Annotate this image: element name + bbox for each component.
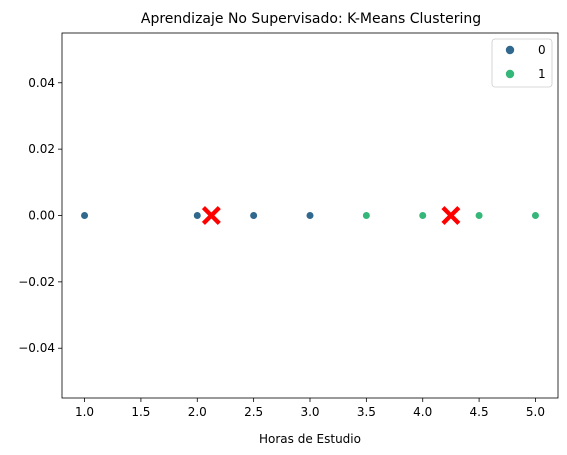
x-tick-label: 3.0 [300, 405, 319, 419]
data-point-cluster-1 [531, 211, 540, 220]
x-axis-label: Horas de Estudio [259, 432, 361, 446]
y-tick-label: −0.04 [18, 341, 55, 355]
x-axis-ticks: 1.0 1.5 2.0 2.5 3.0 3.5 4.0 4.5 5.0 [75, 398, 545, 419]
data-point-cluster-0 [249, 211, 258, 220]
chart-title: Aprendizaje No Supervisado: K-Means Clus… [141, 11, 481, 27]
data-points [80, 211, 540, 220]
data-point-cluster-0 [305, 211, 315, 220]
legend-label-0: 0 [538, 43, 546, 57]
legend: 0 1 [491, 38, 553, 88]
y-tick-label: 0.02 [28, 142, 55, 156]
data-point-cluster-1 [362, 211, 371, 220]
legend-marker-0 [505, 45, 515, 55]
x-tick-label: 2.5 [244, 405, 263, 419]
x-tick-label: 4.0 [413, 405, 432, 419]
data-point-cluster-0 [193, 211, 202, 220]
legend-marker-1 [505, 69, 515, 79]
y-tick-label: −0.02 [18, 275, 55, 289]
x-tick-label: 5.0 [526, 405, 545, 419]
x-tick-label: 4.5 [470, 405, 489, 419]
data-point-cluster-1 [418, 211, 427, 220]
data-point-cluster-1 [474, 211, 484, 220]
centroid-marker [440, 204, 462, 227]
legend-label-1: 1 [538, 67, 546, 81]
centroid-marker [200, 204, 222, 227]
centroid-markers [200, 204, 462, 227]
x-tick-label: 1.0 [75, 405, 94, 419]
y-axis-ticks: −0.04 −0.02 0.00 0.02 0.04 [18, 76, 62, 355]
x-tick-label: 3.5 [357, 405, 376, 419]
x-tick-label: 2.0 [188, 405, 207, 419]
x-tick-label: 1.5 [131, 405, 150, 419]
data-point-cluster-0 [80, 211, 89, 220]
y-tick-label: 0.00 [28, 209, 55, 223]
y-tick-label: 0.04 [28, 76, 55, 90]
